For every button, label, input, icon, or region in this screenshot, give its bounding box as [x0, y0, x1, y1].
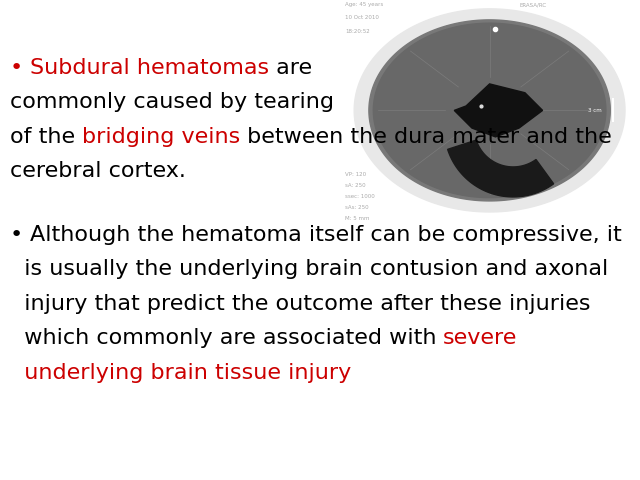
Text: 18:20:52: 18:20:52: [346, 29, 370, 34]
Text: injury that predict the outcome after these injuries: injury that predict the outcome after th…: [10, 294, 590, 314]
Text: 3 cm: 3 cm: [588, 108, 602, 113]
Text: between the dura mater and the: between the dura mater and the: [240, 127, 612, 147]
Polygon shape: [454, 84, 543, 137]
Text: are: are: [269, 58, 312, 78]
Text: cerebral cortex.: cerebral cortex.: [10, 161, 186, 181]
Polygon shape: [373, 23, 606, 198]
Text: sAs: 250: sAs: 250: [346, 205, 369, 210]
Text: M: 5 mm: M: 5 mm: [346, 216, 370, 221]
Text: commonly caused by tearing: commonly caused by tearing: [10, 92, 333, 112]
Text: 10 Oct 2010: 10 Oct 2010: [346, 15, 380, 21]
Text: severe: severe: [444, 328, 518, 348]
Text: underlying brain tissue injury: underlying brain tissue injury: [10, 363, 351, 383]
Text: bridging veins: bridging veins: [82, 127, 240, 147]
Text: VP: 120: VP: 120: [346, 172, 367, 177]
Text: which commonly are associated with: which commonly are associated with: [10, 328, 444, 348]
Polygon shape: [447, 140, 554, 197]
Text: sA: 250: sA: 250: [346, 183, 366, 188]
Polygon shape: [354, 9, 625, 212]
Text: •: •: [10, 225, 30, 245]
Text: WL: 104/: WL: 104/: [519, 183, 543, 188]
Text: Vitre.: Vitre.: [519, 172, 534, 177]
Text: of the: of the: [10, 127, 82, 147]
Text: Subdural hematomas: Subdural hematomas: [30, 58, 269, 78]
Text: Although the hematoma itself can be compressive, it: Although the hematoma itself can be comp…: [30, 225, 621, 245]
Text: ERASA/RC: ERASA/RC: [519, 2, 546, 7]
Polygon shape: [369, 20, 611, 201]
Text: is usually the underlying brain contusion and axonal: is usually the underlying brain contusio…: [10, 259, 608, 279]
Text: •: •: [10, 58, 30, 78]
Text: Age: 45 years: Age: 45 years: [346, 2, 383, 7]
Text: ssec: 1000: ssec: 1000: [346, 194, 375, 199]
